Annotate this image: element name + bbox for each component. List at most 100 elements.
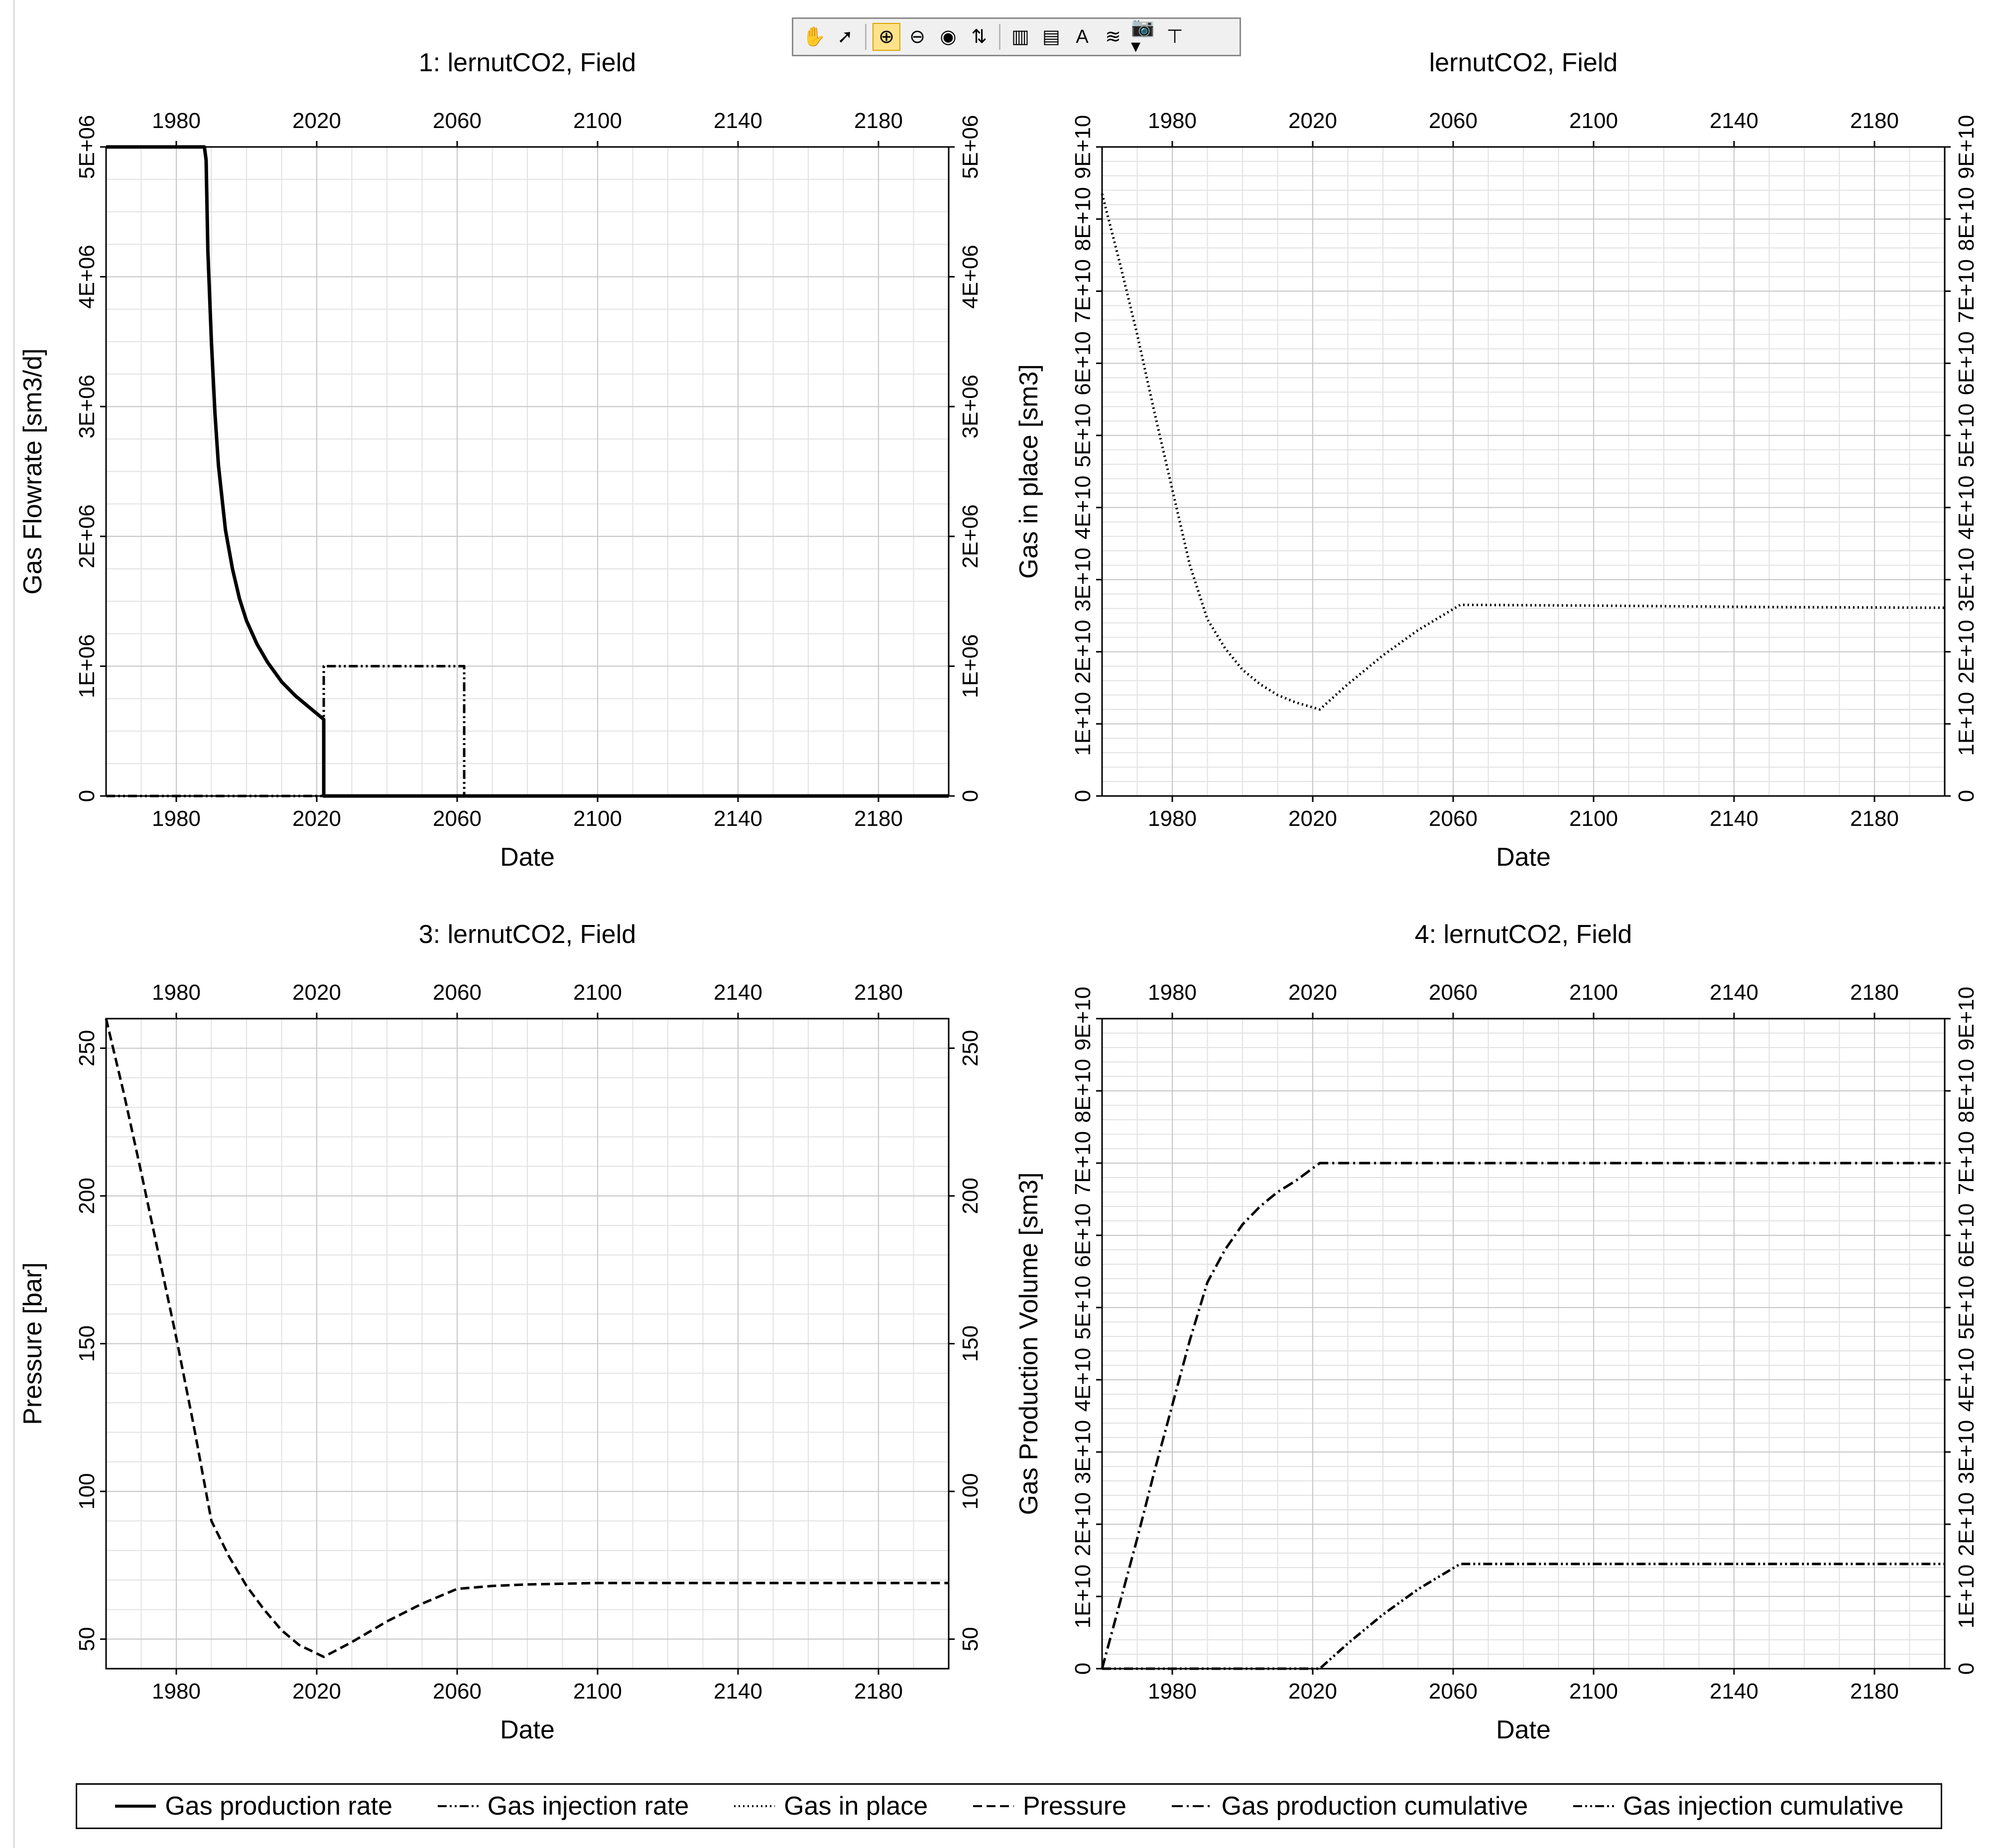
y-tick-label: 5E+10 — [1071, 1276, 1095, 1339]
x-tick-label: 1980 — [152, 806, 201, 831]
pin-icon[interactable]: ⊤ — [1166, 26, 1183, 47]
x-tick-label-top: 1980 — [152, 980, 201, 1005]
y-tick-label-right: 4E+10 — [1954, 1348, 1979, 1412]
chart-panel-4: 1980 1980 2020 2020 2060 2060 2100 2100 2140 2140… — [1014, 920, 1979, 1744]
legend-label: Gas injection cumulative — [1623, 1792, 1904, 1821]
plot-frame — [1101, 146, 1946, 797]
x-tick-label-top: 2180 — [854, 109, 903, 133]
y-tick-label-right: 3E+10 — [1954, 1420, 1979, 1484]
x-tick-label-top: 2140 — [1710, 980, 1758, 1005]
y-tick-label-right: 50 — [958, 1627, 983, 1651]
x-tick-label: 1980 — [152, 1679, 201, 1704]
y-tick-label: 6E+10 — [1071, 331, 1095, 395]
x-tick-label-top: 2020 — [292, 109, 341, 133]
zoom-out-icon[interactable]: ⊖ — [909, 26, 925, 47]
chart-panel-3: 1980 1980 2020 2020 2060 2060 2100 2100 2140 2140… — [18, 920, 983, 1744]
x-tick-label: 2020 — [292, 1679, 341, 1704]
y-tick-label: 4E+10 — [1071, 1348, 1095, 1412]
y-tick-label-right: 0 — [958, 790, 983, 802]
x-tick-label-top: 2060 — [433, 980, 482, 1005]
y-tick-label: 1E+06 — [75, 634, 99, 698]
x-tick-label-top: 2100 — [573, 109, 622, 133]
y-tick-label-right: 1E+06 — [958, 634, 983, 698]
y-axis-label: Gas Flowrate [sm3/d] — [18, 348, 47, 594]
toolbar-separator — [865, 24, 867, 50]
x-tick-label-top: 2060 — [433, 109, 482, 133]
cursor-icon[interactable]: ➚ — [837, 26, 853, 47]
x-tick-label: 2020 — [1288, 806, 1337, 831]
y-tick-label: 200 — [75, 1178, 99, 1214]
x-tick-label: 2060 — [1429, 806, 1478, 831]
y-tick-label: 0 — [75, 790, 99, 802]
y-tick-label-right: 9E+10 — [1954, 987, 1979, 1051]
x-tick-label: 2180 — [1850, 806, 1899, 831]
y-tick-label-right: 250 — [958, 1030, 983, 1066]
series-line-gas-injection-rate — [106, 664, 949, 797]
x-tick-label: 2100 — [1569, 1679, 1618, 1704]
axis-scale-icon[interactable]: ⇅ — [971, 26, 987, 47]
x-tick-label-top: 2100 — [1569, 109, 1618, 133]
x-tick-label: 2060 — [1429, 1679, 1478, 1704]
x-tick-label-top: 1980 — [152, 109, 201, 133]
y-tick-label-right: 1E+10 — [1954, 692, 1979, 756]
y-tick-label: 5E+10 — [1071, 403, 1095, 467]
y-tick-label-right: 6E+10 — [1954, 331, 1979, 395]
legend-swatch — [973, 1805, 1014, 1807]
zoom-in-icon[interactable]: ⊕ — [872, 23, 900, 51]
x-tick-label-top: 1980 — [1148, 980, 1197, 1005]
y-tick-label-right: 8E+10 — [1954, 1059, 1979, 1123]
chart-fit-icon[interactable]: ▤ — [1042, 26, 1060, 47]
y-tick-label: 3E+06 — [75, 375, 99, 438]
x-tick-label: 2140 — [1710, 806, 1758, 831]
y-tick-label-right: 1E+10 — [1954, 1565, 1979, 1628]
plot-frame — [1101, 1018, 1946, 1670]
chart-title: lernutCO2, Field — [1429, 48, 1618, 77]
chart-text-icon[interactable]: A — [1076, 26, 1089, 47]
x-tick-label: 2060 — [433, 806, 482, 831]
x-tick-label: 2180 — [1850, 1679, 1899, 1704]
y-tick-label-right: 150 — [958, 1325, 983, 1362]
y-tick-label: 8E+10 — [1071, 187, 1095, 251]
y-tick-label: 7E+10 — [1071, 1131, 1095, 1195]
x-tick-label: 2140 — [1710, 1679, 1758, 1704]
y-tick-label: 100 — [75, 1473, 99, 1509]
x-tick-label: 2100 — [1569, 806, 1618, 831]
x-tick-label: 2180 — [854, 1679, 903, 1704]
x-tick-label: 2140 — [714, 1679, 762, 1704]
x-tick-label-top: 2020 — [292, 980, 341, 1005]
legend-item: Pressure — [972, 1791, 1126, 1821]
legend-label: Gas in place — [784, 1792, 928, 1821]
y-tick-label: 9E+10 — [1071, 115, 1095, 179]
chart-props-icon[interactable]: ▥ — [1011, 26, 1029, 47]
y-tick-label-right: 3E+06 — [958, 375, 983, 438]
x-tick-label: 2180 — [854, 806, 903, 831]
y-tick-label: 0 — [1071, 1663, 1095, 1675]
y-tick-label: 2E+06 — [75, 505, 99, 568]
y-tick-label: 3E+10 — [1071, 547, 1095, 611]
x-tick-label-top: 1980 — [1148, 109, 1197, 133]
x-tick-label-top: 2180 — [1850, 980, 1899, 1005]
y-tick-label: 50 — [75, 1627, 99, 1651]
legend-swatch — [437, 1805, 479, 1807]
y-tick-label-right: 7E+10 — [1954, 259, 1979, 323]
x-tick-label-top: 2100 — [1569, 980, 1618, 1005]
y-tick-label-right: 2E+10 — [1954, 1492, 1979, 1556]
x-tick-label-top: 2020 — [1288, 109, 1337, 133]
y-tick-label: 3E+10 — [1071, 1420, 1095, 1484]
x-tick-label: 1980 — [1148, 1679, 1197, 1704]
window-edge — [13, 0, 15, 1848]
hand-icon[interactable]: ✋ — [802, 26, 826, 47]
chart-title: 4: lernutCO2, Field — [1415, 920, 1632, 949]
legend-swatch — [1573, 1805, 1614, 1807]
series-line-gas-production-rate — [106, 145, 949, 798]
x-axis-label: Date — [1496, 1716, 1551, 1744]
x-tick-label-top: 2100 — [573, 980, 622, 1005]
legend: Gas production rate Gas injection rate Gas… — [76, 1783, 1942, 1829]
x-tick-label: 1980 — [1148, 806, 1197, 831]
legend-label: Gas production rate — [165, 1792, 393, 1821]
legend-swatch — [734, 1805, 775, 1807]
y-tick-label: 1E+10 — [1071, 692, 1095, 756]
chart-panel-2: 1980 1980 2020 2020 2060 2060 2100 2100 2140 2140… — [1014, 48, 1979, 872]
series-icon[interactable]: ≋ — [1105, 26, 1121, 47]
eye-icon[interactable]: ◉ — [940, 26, 957, 47]
